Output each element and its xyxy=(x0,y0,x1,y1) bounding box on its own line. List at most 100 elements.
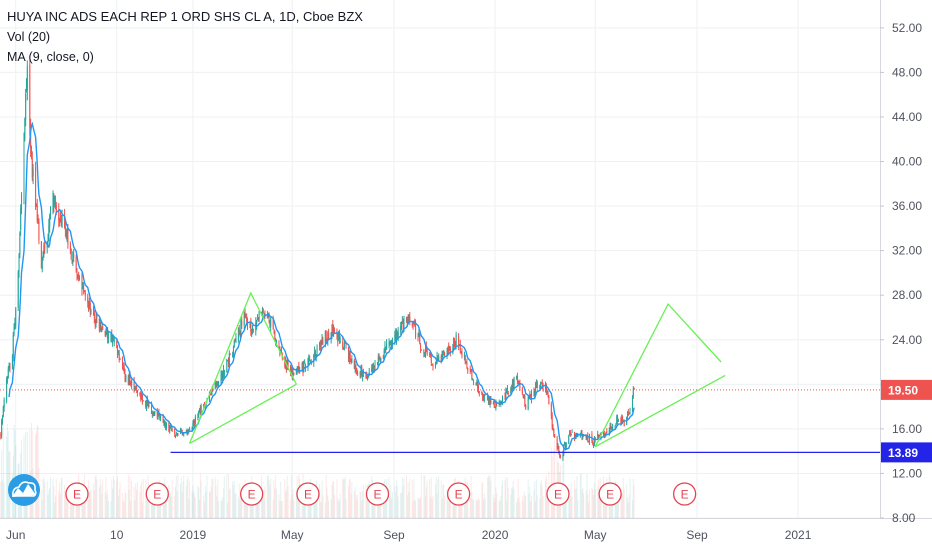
candle-body xyxy=(629,410,630,415)
candle-body xyxy=(38,222,39,241)
moving-average xyxy=(9,124,634,450)
volume-bar xyxy=(479,500,480,518)
candle-body xyxy=(29,65,30,128)
triangle-2020-upper[interactable] xyxy=(595,304,721,447)
candle-body xyxy=(131,380,132,386)
ma-indicator-label[interactable]: MA (9, close, 0) xyxy=(7,47,363,67)
triangle-2020-lower[interactable] xyxy=(595,375,725,446)
candle-body xyxy=(478,389,479,392)
candle-body xyxy=(342,342,343,348)
rising-wedge-2019-lower[interactable] xyxy=(190,384,297,443)
volume-bar xyxy=(241,499,242,518)
time-tick-label: 2020 xyxy=(482,528,509,542)
candle-body xyxy=(125,376,126,381)
volume-bar xyxy=(218,502,219,518)
candle-body xyxy=(554,434,555,437)
volume-bar xyxy=(634,485,635,518)
candle-body xyxy=(96,316,97,318)
volume-bar xyxy=(357,495,358,518)
candle-body xyxy=(456,335,457,347)
earnings-e-icon[interactable]: E xyxy=(241,483,263,505)
svg-text:13.89: 13.89 xyxy=(888,446,918,460)
candle-body xyxy=(166,422,167,427)
volume-bar xyxy=(4,483,5,518)
candle-body xyxy=(230,354,231,355)
candle-body xyxy=(485,394,486,395)
earnings-e-icon[interactable]: E xyxy=(547,483,569,505)
candle-body xyxy=(62,215,63,227)
candle-body xyxy=(241,322,242,326)
candle-body xyxy=(369,372,370,374)
symbol-title[interactable]: HUYA INC ADS EACH REP 1 ORD SHS CL A, 1D… xyxy=(7,7,363,27)
earnings-e-icon[interactable]: E xyxy=(674,483,696,505)
svg-text:E: E xyxy=(73,488,81,502)
price-tick-label: 48.00 xyxy=(892,65,922,79)
candle-body xyxy=(528,398,529,409)
candle-body xyxy=(21,195,22,208)
candle-body xyxy=(340,341,341,342)
time-axis[interactable]: Jun 10 2019 May Sep 2020 May Sep 2021 xyxy=(6,528,812,542)
time-tick-label: Sep xyxy=(383,528,405,542)
time-tick-label: 2019 xyxy=(180,528,207,542)
volume-bar xyxy=(427,481,428,518)
earnings-e-icon[interactable]: E xyxy=(297,483,319,505)
candle-body xyxy=(189,429,190,430)
earnings-e-icon[interactable]: E xyxy=(448,483,470,505)
tradingview-cloud-icon[interactable] xyxy=(8,474,40,506)
time-tick-label: May xyxy=(281,528,304,542)
volume-bar xyxy=(624,489,625,518)
ma-line xyxy=(9,124,634,450)
candle-body xyxy=(421,350,422,351)
price-tick-label: 36.00 xyxy=(892,199,922,213)
candle-body xyxy=(79,277,80,279)
earnings-e-icon[interactable]: E xyxy=(146,483,168,505)
earnings-e-icon[interactable]: E xyxy=(366,483,388,505)
volume-bar xyxy=(409,479,410,518)
candle-body xyxy=(612,425,613,429)
candle-body xyxy=(560,456,561,457)
rising-wedge-2019-upper[interactable] xyxy=(190,293,297,443)
candle-body xyxy=(9,366,10,368)
time-tick-label: 2021 xyxy=(785,528,812,542)
candle-body xyxy=(502,396,503,401)
volume-bar xyxy=(270,478,271,518)
earnings-e-icon[interactable]: E xyxy=(599,483,621,505)
volume-bar xyxy=(85,502,86,518)
candle-body xyxy=(177,434,178,435)
candle-body xyxy=(67,228,68,244)
volume-bar xyxy=(131,481,132,518)
candle-body xyxy=(606,431,607,433)
candle-body xyxy=(304,362,305,363)
volume-bar xyxy=(566,502,567,518)
candle-body xyxy=(50,211,51,217)
candle-body xyxy=(363,373,364,374)
candle-body xyxy=(415,324,416,337)
volume-bar xyxy=(125,494,126,518)
candle-body xyxy=(149,405,150,406)
volume-bar xyxy=(102,479,103,518)
candle-body xyxy=(317,348,318,355)
volume-bar xyxy=(328,501,329,518)
candle-body xyxy=(328,333,329,338)
candle-body xyxy=(256,320,257,324)
candle-body xyxy=(380,358,381,363)
candle-body xyxy=(522,389,523,394)
volume-bar xyxy=(108,501,109,518)
candle-body xyxy=(494,402,495,406)
svg-text:19.50: 19.50 xyxy=(888,383,918,397)
earnings-e-icon[interactable]: E xyxy=(66,483,88,505)
volume-indicator-label[interactable]: Vol (20) xyxy=(7,27,363,47)
candle-body xyxy=(553,426,554,428)
volume-bar xyxy=(201,481,202,518)
price-tick-label: 12.00 xyxy=(892,466,922,480)
price-tick-label: 44.00 xyxy=(892,110,922,124)
volume-bar xyxy=(230,488,231,518)
candle-body xyxy=(85,292,86,295)
time-tick-label: 10 xyxy=(110,528,124,542)
volume-bar xyxy=(496,493,497,518)
candle-body xyxy=(438,357,439,360)
candle-body xyxy=(540,384,541,387)
candle-body xyxy=(73,254,74,258)
volume-bar xyxy=(583,493,584,518)
